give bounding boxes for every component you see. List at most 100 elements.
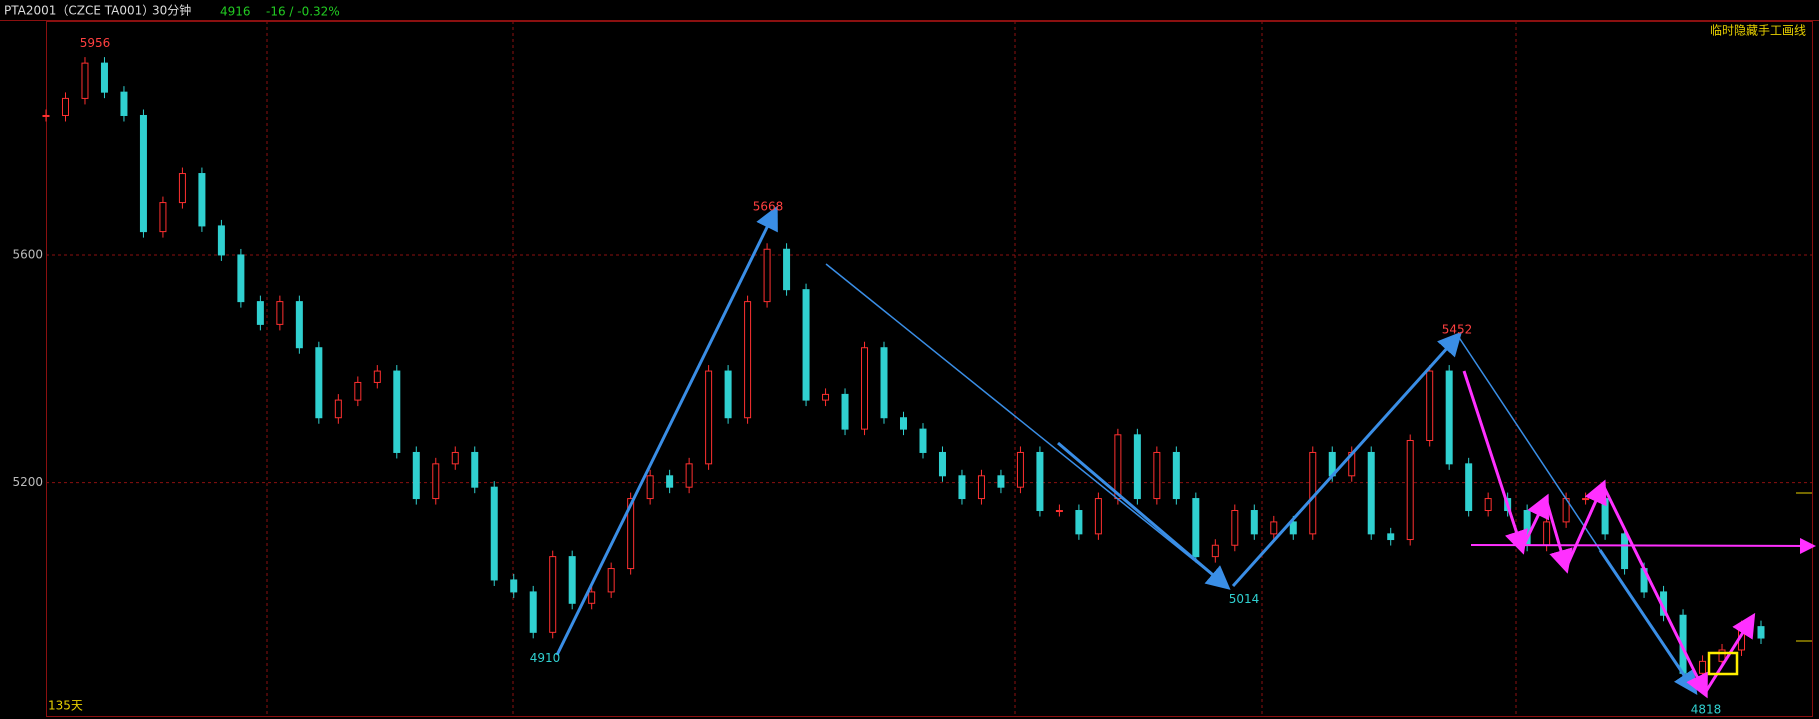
candle-body [373, 370, 381, 383]
candle-body [1582, 498, 1590, 501]
candle-body [1231, 510, 1239, 546]
candle-body [802, 289, 810, 401]
candle-body [919, 428, 927, 453]
trend-arrow [1231, 331, 1463, 588]
candle-body [646, 475, 654, 500]
candle-body [724, 370, 732, 419]
candle-body [1075, 510, 1083, 535]
candle-body [607, 568, 615, 593]
candle-body [549, 556, 557, 633]
candle-body [178, 173, 186, 204]
peak-label: 5452 [1442, 323, 1473, 337]
candle-body [1367, 451, 1375, 535]
vertical-grid [266, 21, 1517, 716]
wave-arrow [1564, 479, 1607, 569]
candle-body [1465, 463, 1473, 512]
candle-body [861, 347, 869, 430]
candle-body [958, 475, 966, 500]
peak-label: 5956 [80, 36, 111, 50]
candle-body [997, 475, 1005, 488]
candle-body [1016, 451, 1024, 488]
candle-body [42, 114, 50, 117]
candle-body [451, 451, 459, 465]
candle-body [1153, 451, 1161, 500]
candle-body [139, 114, 147, 233]
wave-arrow [1462, 370, 1528, 555]
wave-arrow [1520, 493, 1550, 550]
plot-border [46, 21, 1813, 717]
candle-body [1699, 660, 1707, 674]
candle-body [627, 498, 635, 570]
candle-body [1270, 521, 1278, 535]
candle-body [510, 579, 518, 593]
period-count: 135天 [48, 699, 83, 713]
y-tick-label: 5200 [12, 475, 43, 489]
candle-body [529, 591, 537, 633]
candles [42, 57, 1812, 680]
period[interactable]: 30分钟 [152, 3, 191, 18]
hide-drawings-button[interactable]: 临时隐藏手工画线 [1710, 24, 1806, 38]
highlight-box [1707, 651, 1739, 676]
candle-body [198, 173, 206, 227]
candle-body [1621, 533, 1629, 570]
candle-body [1114, 434, 1122, 500]
candle-body [100, 62, 108, 93]
candle-body [685, 463, 693, 488]
candle-body [666, 475, 674, 488]
candle-body [393, 370, 401, 453]
candle-body [938, 451, 946, 477]
candle-body [490, 486, 498, 581]
candle-body [1445, 370, 1453, 465]
candle-body [1543, 521, 1551, 546]
candle-body [1484, 498, 1492, 512]
trend-arrow [1598, 549, 1698, 695]
candle-body [1387, 533, 1395, 541]
symbol: PTA2001（CZCE TA001） [4, 4, 154, 18]
candle-body [568, 556, 576, 604]
last-price: 4916 [220, 5, 251, 19]
candle-body [334, 399, 342, 419]
candle-body [256, 301, 264, 325]
candle-body [315, 347, 323, 419]
candle-body [471, 451, 479, 488]
candle-body [1601, 498, 1609, 535]
trough-label: 4910 [530, 651, 561, 665]
candle-body [841, 393, 849, 430]
candle-body [900, 417, 907, 430]
candle-body [354, 381, 362, 401]
header-bar [0, 0, 1819, 21]
horizontal-ray [1470, 537, 1816, 554]
candle-body [120, 91, 128, 116]
candle-body [880, 347, 888, 419]
candle-body [1718, 649, 1726, 662]
trough-label: 4818 [1691, 703, 1722, 717]
candle-body [276, 301, 284, 325]
candle-body [1426, 370, 1434, 442]
candle-body [1036, 451, 1044, 512]
candle-body [822, 393, 830, 401]
trend-arrow [1057, 441, 1231, 590]
candle-body [432, 463, 440, 500]
trend-line [1457, 335, 1601, 551]
candle-body [977, 475, 985, 500]
candle-body [783, 248, 791, 291]
wave-arrow [1601, 484, 1708, 699]
candle-body [1211, 544, 1219, 558]
price-change: -16 / -0.32% [266, 5, 340, 19]
wave-arrow [1544, 498, 1573, 574]
candle-body [1406, 440, 1414, 541]
candle-body [1757, 626, 1765, 639]
y-tick-label: 5600 [12, 247, 43, 261]
candle-body [295, 301, 303, 349]
candle-body [1192, 498, 1200, 558]
candle-body [217, 225, 225, 256]
candle-body [588, 591, 596, 604]
candle-body [744, 301, 752, 419]
candle-body [1250, 510, 1258, 535]
candle-body [237, 254, 245, 303]
trend-line [825, 263, 1227, 587]
candle-body [1094, 498, 1102, 535]
trough-label: 5014 [1229, 592, 1260, 606]
